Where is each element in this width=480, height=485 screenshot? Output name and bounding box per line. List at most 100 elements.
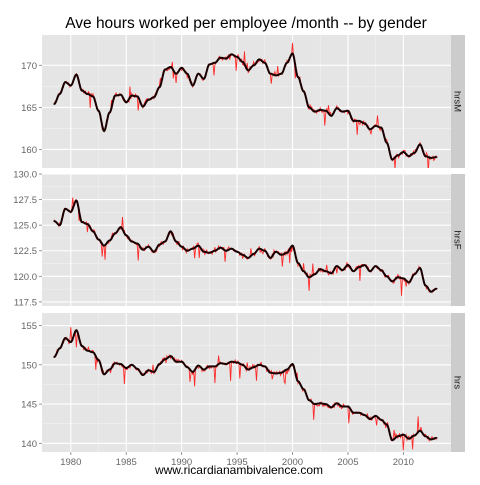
data-point [396,276,399,279]
data-point [347,264,349,266]
x-tick-label: 1990 [171,457,192,468]
data-point [374,265,377,267]
data-point [153,250,155,253]
data-point [275,250,277,253]
data-point [286,368,288,371]
data-point [114,94,117,97]
data-point [385,423,388,426]
data-point [297,76,299,78]
data-point [230,53,233,56]
data-point [75,329,78,332]
data-point [263,365,266,368]
data-point [352,411,355,414]
y-tick-label: 127.5 [13,195,37,206]
data-point [324,403,327,405]
data-point [402,151,405,153]
data-point [75,199,78,202]
facet-strip-label: hrsF [452,231,463,250]
data-point [69,341,72,343]
data-point [164,68,166,71]
data-point [380,418,383,421]
chart-title: Ave hours worked per employee /month -- … [65,15,427,32]
data-point [413,434,416,437]
data-point [125,101,128,104]
data-point [324,109,327,112]
data-point [413,273,416,276]
data-point [402,433,405,436]
x-tick-label: 1985 [116,457,137,468]
y-tick-label: 160 [21,145,37,156]
data-point [169,230,172,233]
data-point [130,94,133,97]
data-point [92,95,94,98]
data-point [247,257,250,259]
data-point [175,360,178,363]
data-point [435,156,438,159]
data-point [419,429,421,432]
x-tick-label: 2010 [393,457,414,468]
data-point [64,81,67,83]
data-point [352,120,355,122]
y-tick-label: 145 [21,400,37,411]
y-tick-label: 155 [21,321,37,332]
data-point [430,290,432,293]
data-point [313,110,316,113]
data-point [175,72,178,75]
data-point [408,155,410,158]
data-point [208,251,211,254]
data-point [291,363,294,365]
facet-strip [451,174,465,306]
data-point [363,264,366,266]
data-point [75,73,78,76]
data-point [424,435,427,438]
data-point [58,347,61,350]
data-point [119,363,122,365]
data-point [114,362,117,365]
data-point [291,244,294,247]
data-point [197,244,200,247]
x-axis-label: www.ricardianambivalence.com [154,463,323,477]
data-point [214,61,216,64]
data-point [86,223,89,226]
data-point [269,371,272,374]
data-point [86,349,89,352]
data-point [119,93,122,96]
data-point [114,232,117,235]
data-point [319,268,322,271]
data-point [341,405,344,408]
data-point [297,380,299,383]
data-point [191,371,194,373]
data-point [169,355,172,358]
data-point [158,363,161,365]
panel-background [42,174,451,306]
data-point [119,226,122,229]
data-point [335,402,338,405]
data-point [297,262,299,264]
data-point [241,253,244,256]
data-point [280,253,283,256]
y-tick-label: 117.5 [14,297,37,308]
data-point [169,66,172,68]
facet-strip [451,313,465,452]
data-point [252,252,255,255]
data-point [197,72,200,75]
y-tick-label: 150 [21,360,37,371]
data-point [180,66,183,69]
series-line-smooth-hrs [53,329,437,442]
y-tick-label: 170 [21,61,37,72]
data-point [396,154,399,157]
data-point [430,438,432,441]
data-point [53,356,56,358]
data-point [347,109,349,112]
data-point [385,141,388,144]
data-point [413,151,416,154]
data-point [69,84,72,87]
data-point [153,371,155,373]
data-point [341,110,344,113]
data-point [219,246,222,249]
data-point [219,362,222,365]
data-point [180,360,183,363]
data-point [313,403,316,405]
data-point [341,269,344,272]
